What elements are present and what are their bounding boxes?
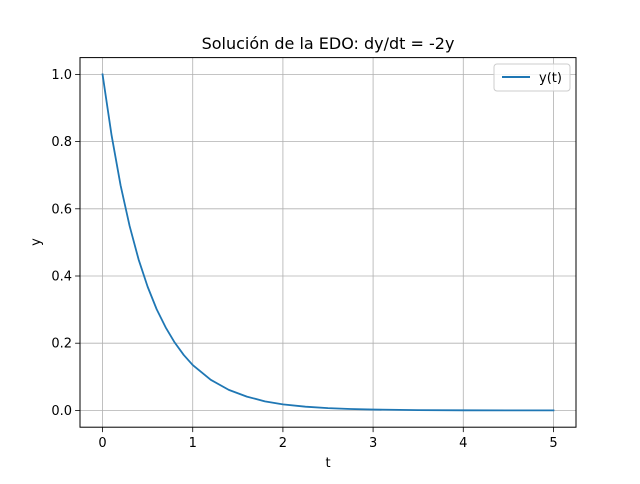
- grid: [80, 57, 576, 428]
- x-tick-label: 0: [98, 436, 106, 451]
- series-line-0: [101, 73, 555, 412]
- x-tick-label: 1: [189, 436, 197, 451]
- y-axis-label: y: [29, 238, 44, 246]
- chart-title: Solución de la EDO: dy/dt = -2y: [202, 34, 455, 53]
- legend-entry-label: y(t): [539, 71, 562, 86]
- y-tick-label: 0.8: [51, 135, 72, 150]
- x-tick-label: 2: [279, 436, 287, 451]
- ticks: 0 1 2 3 4 5 0.0 0.2 0.4 0.6 0.8 1.0: [51, 68, 557, 451]
- x-tick-label: 3: [369, 436, 377, 451]
- legend: y(t): [493, 63, 571, 92]
- series-layer: [101, 73, 555, 412]
- x-axis-label: t: [325, 456, 330, 471]
- y-tick-label: 0.0: [51, 404, 72, 419]
- y-tick-label: 0.2: [51, 337, 72, 352]
- legend-frame: [493, 63, 571, 92]
- x-tick-label: 4: [459, 436, 467, 451]
- y-tick-label: 0.6: [51, 202, 72, 217]
- plot-frame: [79, 57, 577, 428]
- y-tick-label: 1.0: [51, 68, 72, 83]
- y-tick-label: 0.4: [51, 270, 72, 285]
- x-tick-label: 5: [549, 436, 557, 451]
